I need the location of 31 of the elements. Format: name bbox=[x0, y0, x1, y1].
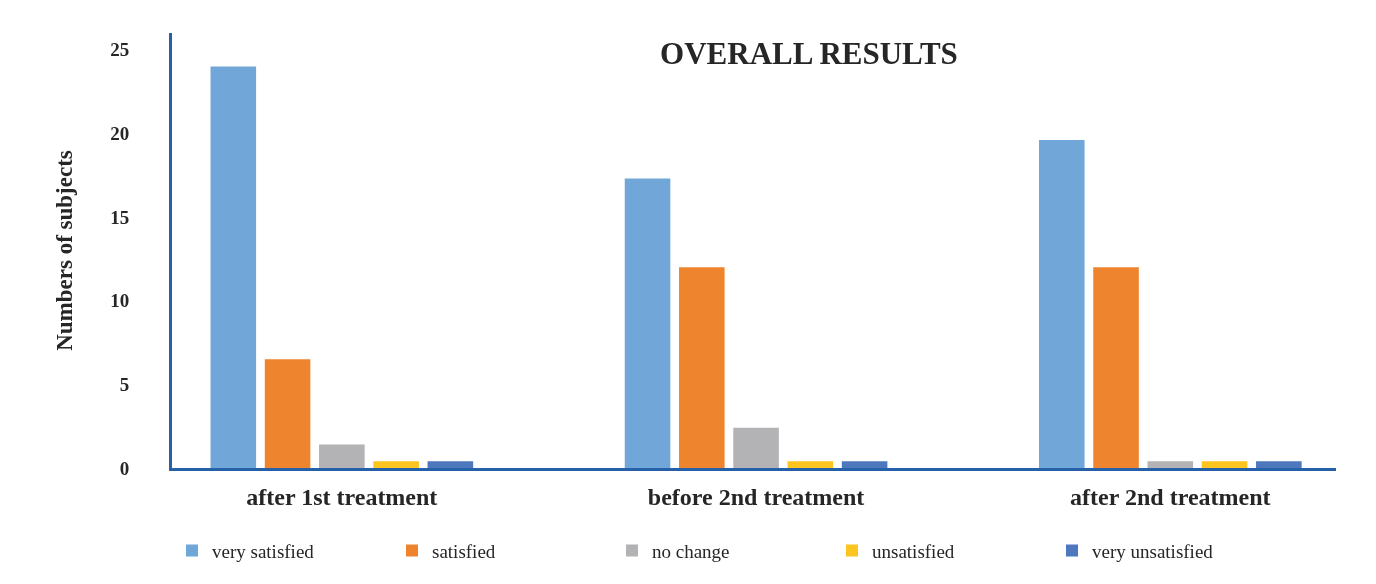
y-tick-label: 20 bbox=[110, 123, 130, 145]
bar bbox=[679, 267, 725, 468]
y-tick-label: 25 bbox=[110, 39, 130, 61]
y-axis-title: Numbers of subjects bbox=[51, 150, 77, 351]
bar bbox=[787, 461, 834, 468]
legend-label: unsatisfied bbox=[872, 540, 955, 562]
legend-label: no change bbox=[652, 540, 730, 562]
y-tick-label: 10 bbox=[110, 290, 130, 312]
bar bbox=[264, 359, 311, 468]
bar bbox=[841, 461, 888, 468]
bar bbox=[1256, 461, 1302, 468]
bar bbox=[1147, 461, 1194, 468]
y-tick-label: 15 bbox=[110, 206, 130, 228]
bar bbox=[1093, 267, 1139, 468]
bar bbox=[210, 66, 257, 468]
x-tick-label: after 2nd treatment bbox=[1070, 483, 1271, 510]
bar bbox=[1038, 140, 1085, 468]
bar bbox=[373, 461, 419, 468]
bar bbox=[319, 444, 365, 468]
legend-label: very satisfied bbox=[212, 540, 315, 562]
bar bbox=[624, 178, 671, 468]
y-tick-label: 5 bbox=[119, 374, 130, 395]
chart-title: OVERALL RESULTS bbox=[660, 35, 958, 71]
x-tick-label: after 1st treatment bbox=[246, 483, 438, 510]
y-tick-label: 0 bbox=[119, 457, 130, 479]
x-tick-label: before 2nd treatment bbox=[647, 483, 865, 510]
bar bbox=[427, 461, 474, 468]
bar bbox=[1201, 461, 1248, 468]
legend-label: satisfied bbox=[432, 540, 496, 562]
bar bbox=[733, 427, 779, 468]
legend-label: very unsatisfied bbox=[1092, 540, 1214, 562]
